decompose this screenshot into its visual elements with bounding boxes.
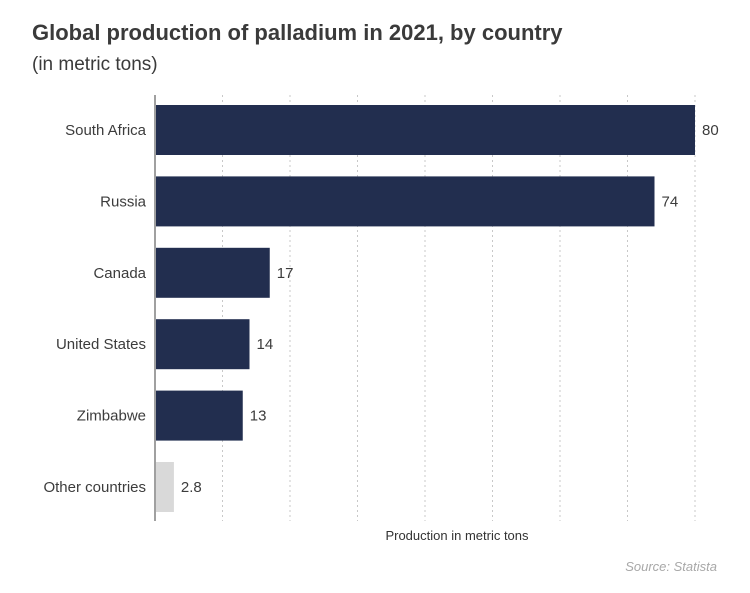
value-label: 13: [250, 408, 267, 425]
value-label: 2.8: [181, 479, 202, 496]
labels: South Africa 80 Russia 74 Canada 17 United Sta…: [43, 122, 718, 496]
grid-lines: [222, 95, 696, 521]
chart-title: Global production of palladium in 2021, …: [32, 20, 563, 45]
bar-other-countries: [155, 462, 174, 512]
category-label: Other countries: [43, 479, 146, 496]
x-axis-title: Production in metric tons: [385, 528, 529, 543]
value-label: 17: [277, 265, 294, 282]
bar-canada: [155, 247, 270, 298]
value-label: 80: [702, 122, 719, 139]
value-label: 14: [257, 336, 274, 353]
category-label: Zimbabwe: [77, 408, 146, 425]
bar-south-africa: [155, 105, 695, 155]
category-label: Canada: [93, 265, 146, 282]
bars: [155, 105, 695, 512]
category-label: Russia: [100, 193, 147, 210]
value-label: 74: [662, 193, 679, 210]
chart-subtitle: (in metric tons): [32, 54, 158, 75]
bar-united-states: [155, 319, 250, 370]
bar-zimbabwe: [155, 390, 243, 441]
category-label: South Africa: [65, 122, 147, 139]
bar-russia: [155, 176, 655, 227]
source-note: Source: Statista: [625, 559, 717, 574]
category-label: United States: [56, 336, 146, 353]
